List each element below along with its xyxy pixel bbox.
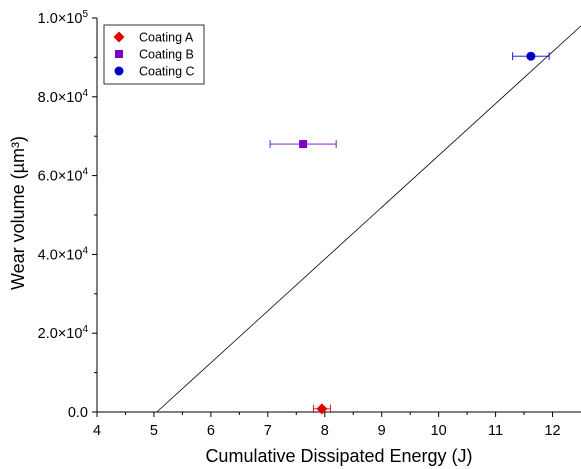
y-axis-title: Wear volume (µm³)	[8, 136, 28, 290]
legend-label: Coating A	[139, 31, 194, 45]
y-axis-ticks: 0.0 2.0×104 4.0×104 6.0×104 8.0×104 1.0×105	[38, 9, 97, 421]
y-tick-label: 0.0	[68, 405, 88, 421]
legend-label: Coating C	[139, 65, 195, 79]
fit-line	[156, 25, 581, 413]
x-tick-label: 8	[321, 423, 329, 439]
x-tick-label: 4	[93, 423, 101, 439]
legend-marker	[114, 66, 124, 76]
x-tick-label: 7	[264, 423, 272, 439]
legend-marker	[113, 31, 125, 43]
fit-line-group	[156, 25, 581, 413]
legend: Coating A Coating B Coating C	[103, 24, 205, 85]
x-axis-ticks: 4 5 6 7 8 9 10 11 12	[93, 412, 561, 439]
data-point	[299, 140, 308, 149]
x-tick-label: 9	[378, 423, 386, 439]
data-marks	[269, 51, 550, 415]
y-tick-label: 1.0×105	[38, 9, 89, 27]
x-axis-title: Cumulative Dissipated Energy (J)	[205, 446, 472, 466]
y-tick-label: 4.0×104	[38, 245, 89, 263]
x-tick-label: 6	[207, 423, 215, 439]
y-tick-label: 2.0×104	[38, 324, 89, 342]
data-point	[316, 403, 328, 415]
data-point	[526, 51, 536, 61]
y-tick-label: 6.0×104	[38, 167, 89, 185]
y-tick-label: 8.0×104	[38, 88, 89, 106]
x-tick-label: 12	[544, 423, 560, 439]
x-tick-label: 5	[150, 423, 158, 439]
legend-label: Coating B	[139, 48, 194, 62]
legend-marker	[115, 50, 123, 58]
x-tick-label: 11	[488, 423, 503, 439]
x-tick-label: 10	[431, 423, 447, 439]
